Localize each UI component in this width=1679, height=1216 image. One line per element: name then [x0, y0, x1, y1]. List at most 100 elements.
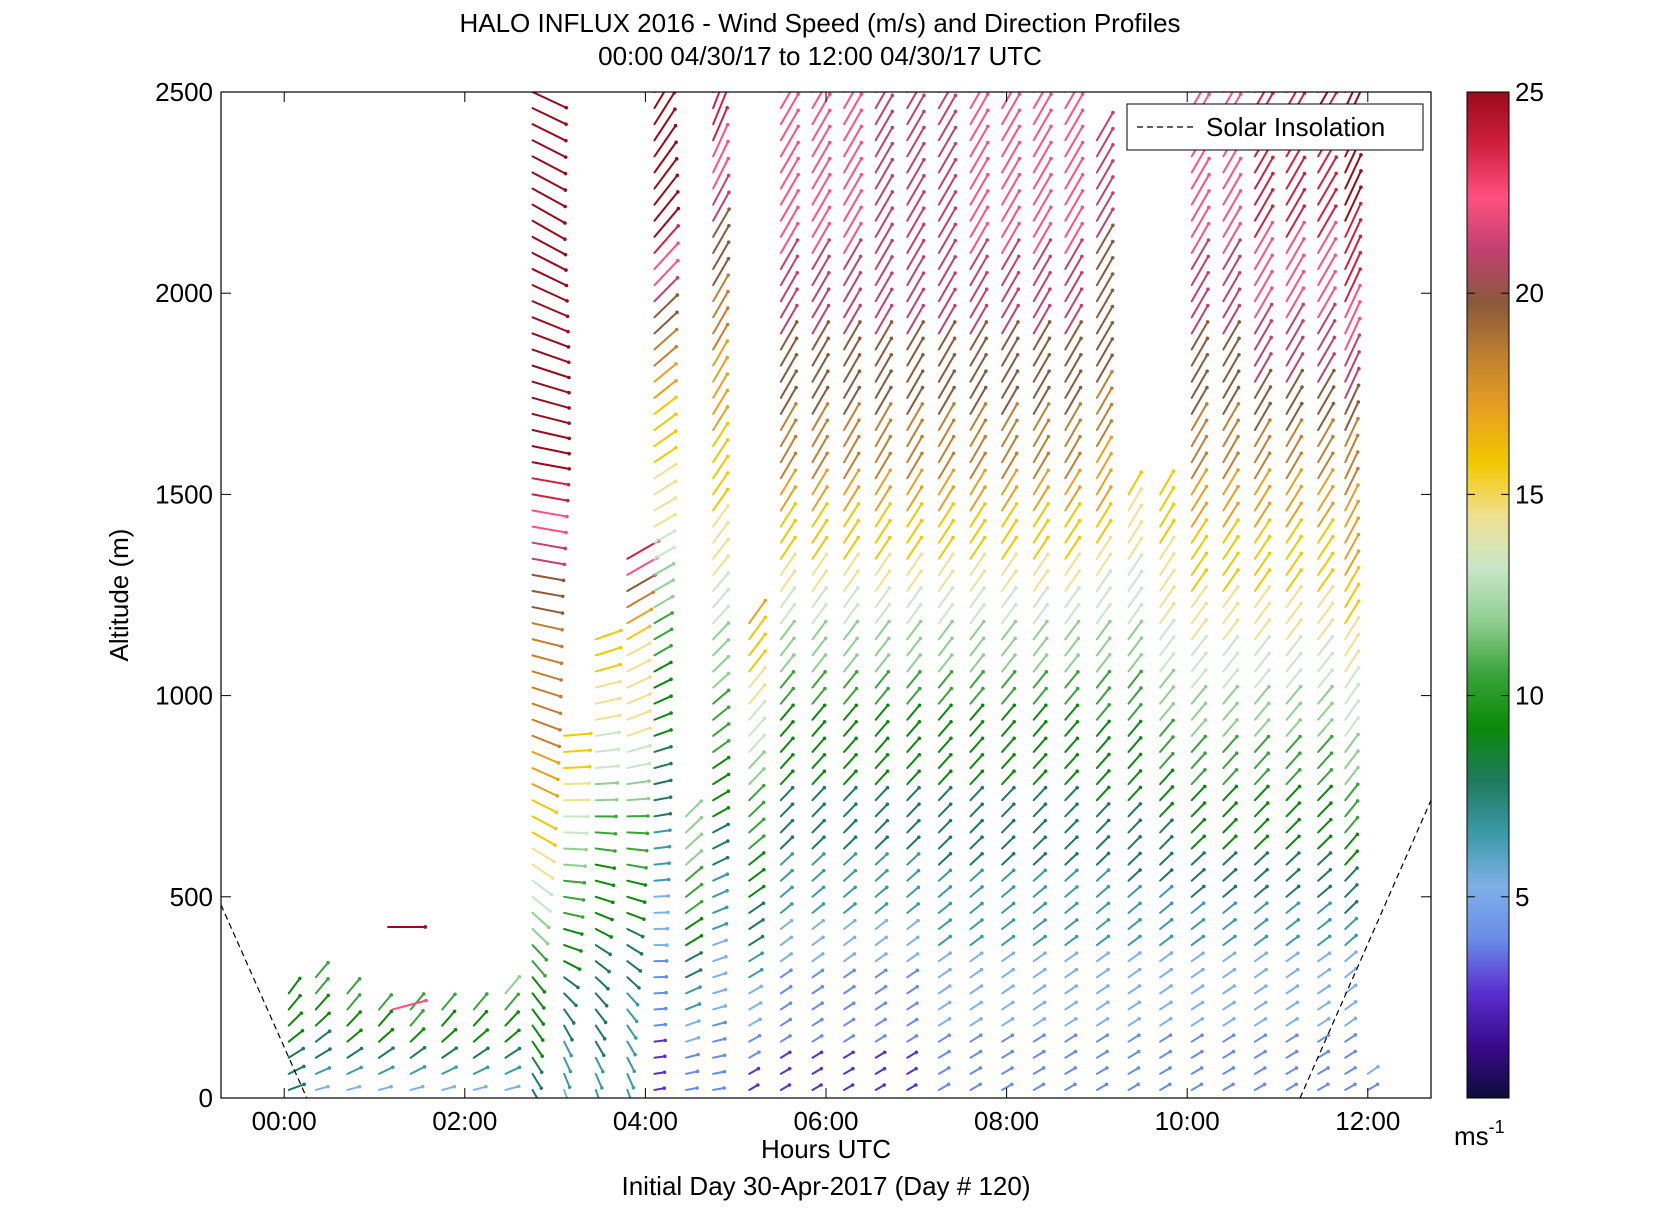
wind-vector-head: [669, 728, 673, 732]
wind-vector-head: [1075, 769, 1080, 774]
wind-vector: [653, 124, 677, 158]
wind-vector: [712, 106, 729, 142]
wind-vector: [531, 1088, 539, 1098]
wind-vector: [1095, 703, 1111, 721]
wind-vector-head: [540, 1054, 545, 1058]
wind-vector: [1190, 702, 1207, 721]
wind-vector-head: [788, 1050, 792, 1055]
wind-vector: [1001, 553, 1018, 576]
wind-vector: [531, 702, 562, 715]
wind-vector-head: [676, 206, 681, 211]
wind-vector-head: [1077, 602, 1081, 607]
wind-vector-head: [669, 744, 673, 749]
wind-vector-head: [1270, 220, 1275, 225]
wind-vector: [1095, 387, 1113, 415]
wind-vector-head: [1199, 1066, 1204, 1070]
wind-vector: [685, 1003, 701, 1011]
wind-vector-head: [1075, 703, 1080, 708]
wind-vector-head: [1329, 784, 1333, 789]
wind-vector-head: [726, 621, 731, 625]
wind-vector: [594, 960, 611, 973]
wind-vector: [1344, 934, 1358, 947]
wind-vector: [1032, 320, 1051, 351]
wind-vector-head: [1356, 516, 1361, 520]
wind-vector: [779, 570, 796, 592]
wind-vector-head: [826, 369, 830, 373]
wind-vector: [504, 1066, 521, 1075]
wind-vector: [1064, 885, 1078, 898]
wind-vector-head: [761, 918, 765, 922]
x-tick-label: 04:00: [613, 1106, 678, 1136]
wind-vector: [1317, 952, 1331, 963]
wind-vector-head: [827, 156, 832, 161]
wind-vector-head: [948, 951, 953, 955]
wind-vector-head: [984, 320, 989, 324]
wind-vector-head: [1139, 669, 1143, 674]
wind-vector-head: [1357, 316, 1362, 321]
wind-vector-head: [726, 839, 730, 843]
wind-vector-head: [421, 992, 426, 996]
wind-vector: [712, 1087, 726, 1091]
wind-vector: [1064, 173, 1084, 206]
wind-vector-head: [1077, 552, 1082, 557]
wind-vector: [1064, 852, 1078, 866]
wind-vector-head: [1014, 502, 1019, 506]
wind-vector-head: [985, 254, 989, 259]
wind-vector: [1285, 552, 1303, 576]
wind-vector: [1095, 984, 1109, 995]
wind-vector: [1032, 157, 1052, 190]
wind-vector: [1344, 566, 1360, 592]
wind-vector: [748, 633, 767, 657]
wind-vector-head: [671, 578, 675, 582]
wind-vector: [531, 815, 557, 830]
wind-vector-head: [614, 814, 618, 819]
wind-vector: [906, 402, 924, 432]
wind-vector: [843, 239, 862, 271]
wind-vector-head: [1080, 205, 1085, 210]
wind-vector-head: [517, 1028, 521, 1033]
wind-vector: [1253, 802, 1269, 818]
wind-vector-head: [1203, 734, 1208, 739]
wind-vector-head: [422, 1064, 427, 1069]
wind-vector: [1064, 189, 1084, 222]
wind-vector: [779, 1002, 792, 1011]
wind-vector-head: [1270, 286, 1274, 290]
wind-vector-head: [615, 781, 620, 785]
wind-vector: [779, 1018, 792, 1027]
wind-vector-head: [1237, 352, 1241, 357]
wind-vector: [685, 800, 703, 818]
wind-vector-head: [794, 369, 799, 373]
wind-vector-head: [421, 1009, 425, 1013]
wind-vector: [653, 546, 676, 560]
wind-vector: [906, 1034, 918, 1043]
wind-vector-head: [726, 273, 731, 277]
wind-vector: [1253, 718, 1270, 737]
wind-vector-head: [1201, 918, 1206, 922]
wind-vector-head: [1046, 418, 1051, 423]
colorbar-tick-label: 25: [1515, 77, 1544, 107]
wind-vector: [1159, 1017, 1172, 1027]
wind-vector: [1064, 125, 1084, 158]
wind-vector-head: [618, 645, 623, 650]
wind-vector: [1095, 637, 1111, 657]
wind-vector: [1344, 1083, 1356, 1091]
wind-vector-head: [671, 561, 676, 566]
wind-vector: [969, 720, 984, 737]
wind-vector: [969, 353, 988, 383]
wind-vector-head: [1074, 918, 1079, 922]
wind-vector: [1222, 802, 1238, 818]
wind-vector: [1159, 951, 1173, 963]
wind-vector-head: [1111, 239, 1115, 244]
wind-vector: [811, 386, 829, 415]
wind-vector-head: [980, 918, 984, 922]
wind-vector-head: [558, 728, 562, 732]
wind-vector-head: [980, 752, 985, 757]
wind-vector: [906, 255, 925, 287]
wind-vector: [531, 573, 565, 582]
wind-vector-head: [882, 1050, 887, 1055]
wind-vector-head: [669, 660, 673, 665]
wind-vector: [1159, 802, 1174, 818]
wind-vector: [1127, 620, 1143, 641]
wind-vector: [712, 504, 729, 528]
